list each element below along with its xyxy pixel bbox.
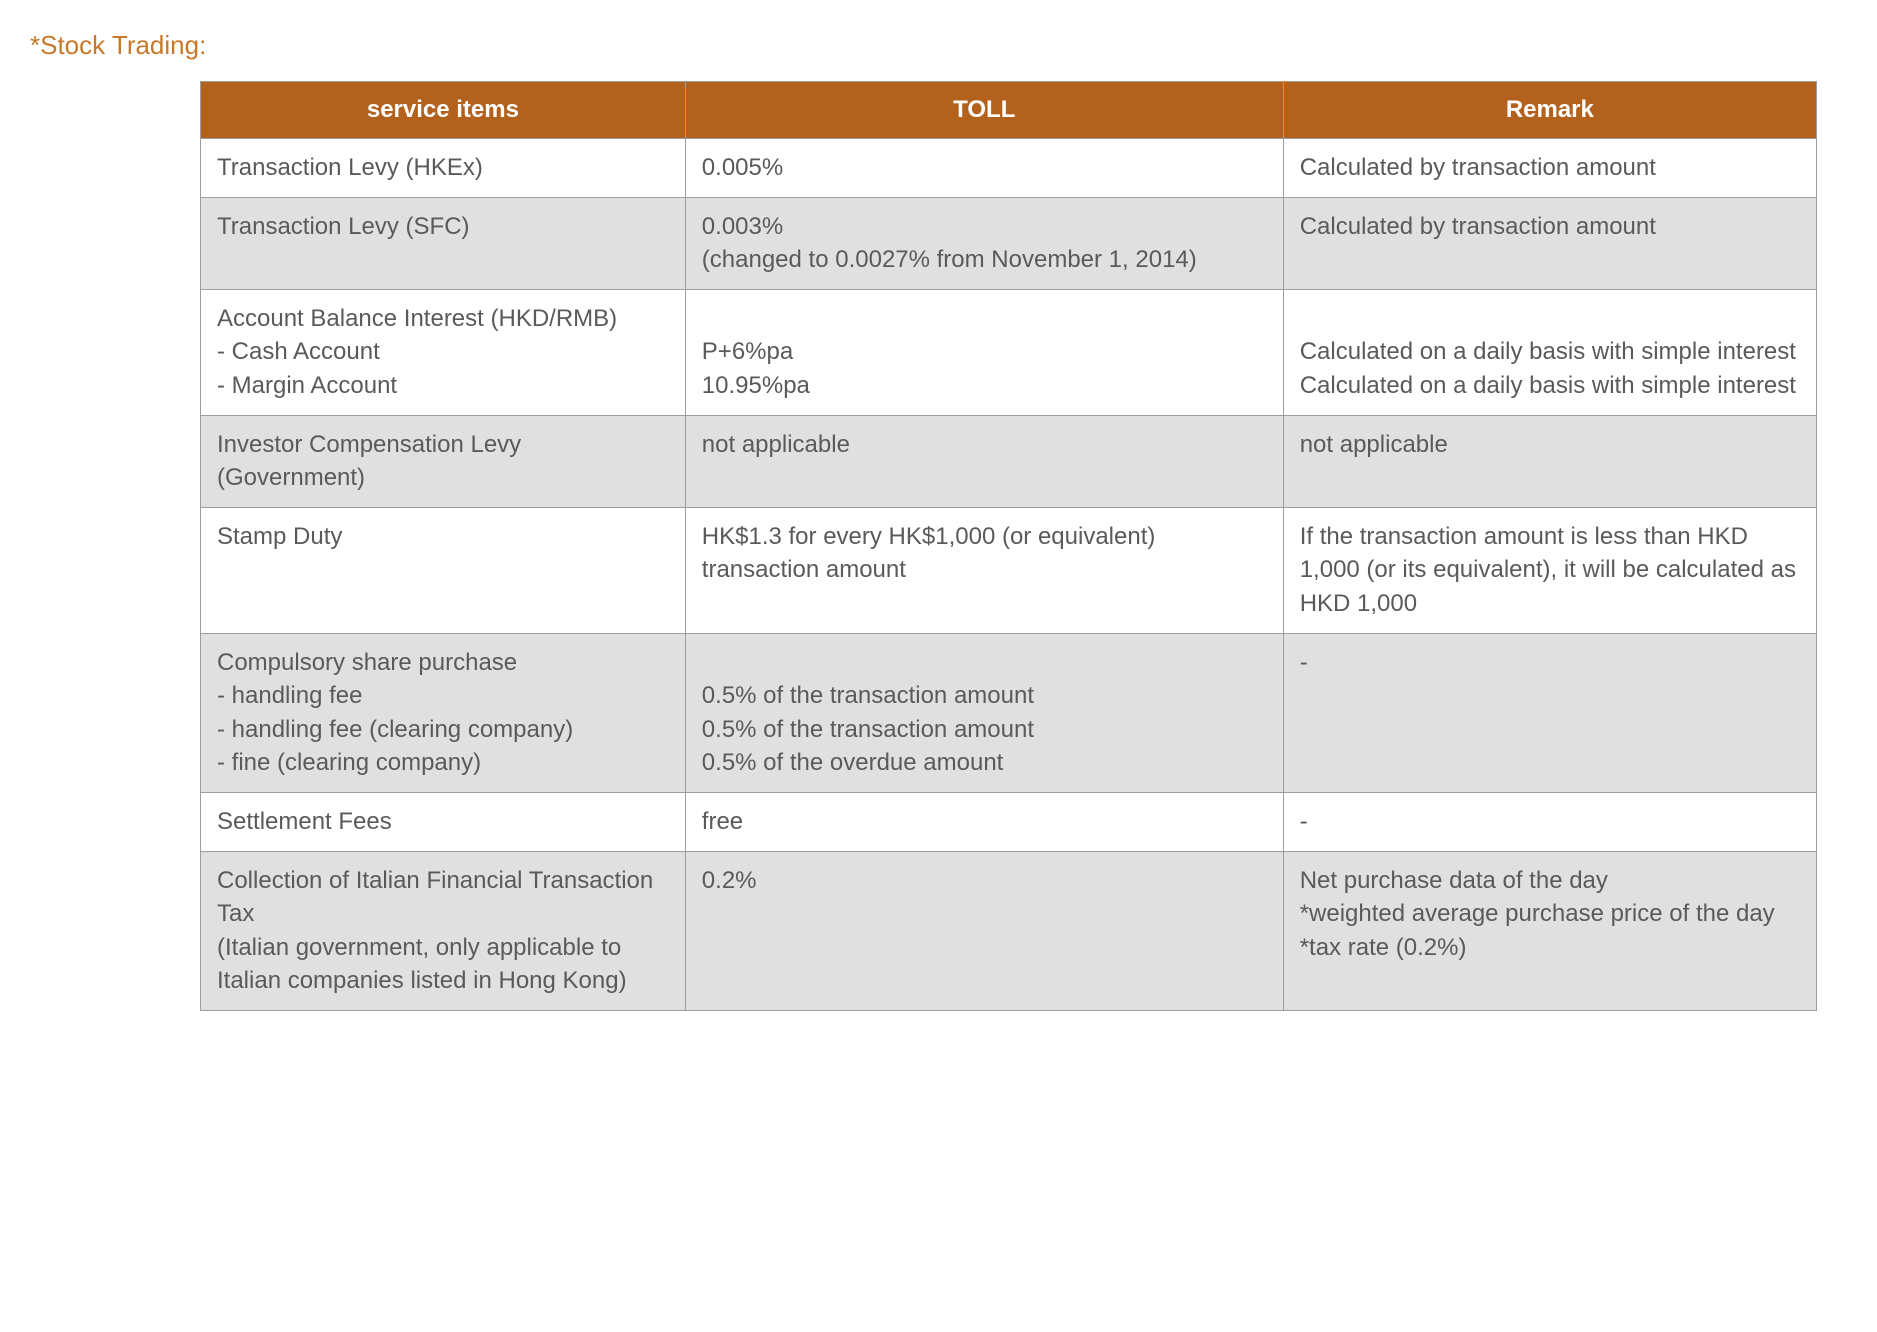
page-title: *Stock Trading:	[30, 30, 1847, 61]
cell-toll: not applicable	[685, 415, 1283, 507]
table-row: Compulsory share purchase - handling fee…	[201, 633, 1817, 792]
cell-toll: 0.005%	[685, 139, 1283, 198]
cell-toll: free	[685, 792, 1283, 851]
table-row: Collection of Italian Financial Transact…	[201, 851, 1817, 1010]
cell-service: Stamp Duty	[201, 507, 686, 633]
cell-toll: 0.5% of the transaction amount 0.5% of t…	[685, 633, 1283, 792]
header-remark: Remark	[1283, 82, 1816, 139]
header-service: service items	[201, 82, 686, 139]
table-row: Transaction Levy (SFC) 0.003% (changed t…	[201, 197, 1817, 289]
cell-remark: Calculated on a daily basis with simple …	[1283, 289, 1816, 415]
table-header-row: service items TOLL Remark	[201, 82, 1817, 139]
table-body: Transaction Levy (HKEx) 0.005% Calculate…	[201, 139, 1817, 1011]
table-row: Stamp Duty HK$1.3 for every HK$1,000 (or…	[201, 507, 1817, 633]
cell-toll: P+6%pa 10.95%pa	[685, 289, 1283, 415]
table-row: Settlement Fees free -	[201, 792, 1817, 851]
cell-service: Settlement Fees	[201, 792, 686, 851]
cell-remark: -	[1283, 633, 1816, 792]
cell-service: Transaction Levy (HKEx)	[201, 139, 686, 198]
cell-remark: If the transaction amount is less than H…	[1283, 507, 1816, 633]
cell-service: Account Balance Interest (HKD/RMB) - Cas…	[201, 289, 686, 415]
cell-service: Transaction Levy (SFC)	[201, 197, 686, 289]
cell-remark: Calculated by transaction amount	[1283, 139, 1816, 198]
table-row: Transaction Levy (HKEx) 0.005% Calculate…	[201, 139, 1817, 198]
cell-remark: not applicable	[1283, 415, 1816, 507]
cell-toll: 0.003% (changed to 0.0027% from November…	[685, 197, 1283, 289]
header-toll: TOLL	[685, 82, 1283, 139]
cell-remark: Calculated by transaction amount	[1283, 197, 1816, 289]
cell-remark: Net purchase data of the day *weighted a…	[1283, 851, 1816, 1010]
fee-table: service items TOLL Remark Transaction Le…	[200, 81, 1817, 1011]
cell-toll: HK$1.3 for every HK$1,000 (or equivalent…	[685, 507, 1283, 633]
cell-service: Investor Compensation Levy (Government)	[201, 415, 686, 507]
cell-remark: -	[1283, 792, 1816, 851]
cell-toll: 0.2%	[685, 851, 1283, 1010]
cell-service: Collection of Italian Financial Transact…	[201, 851, 686, 1010]
cell-service: Compulsory share purchase - handling fee…	[201, 633, 686, 792]
table-row: Investor Compensation Levy (Government) …	[201, 415, 1817, 507]
fee-table-container: service items TOLL Remark Transaction Le…	[200, 81, 1817, 1011]
table-row: Account Balance Interest (HKD/RMB) - Cas…	[201, 289, 1817, 415]
